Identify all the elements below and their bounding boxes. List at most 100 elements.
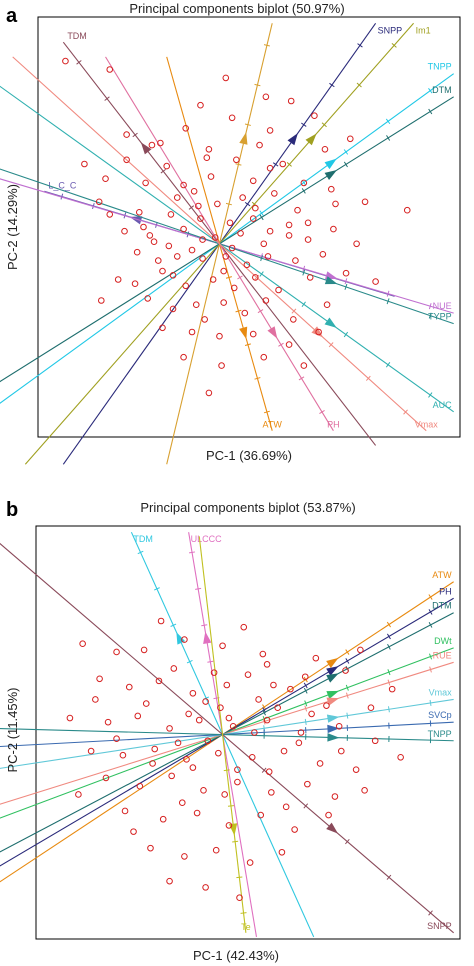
panel-b-point-30 bbox=[183, 756, 190, 763]
panel-b-point-72 bbox=[217, 704, 224, 712]
panel-b-point-32 bbox=[248, 753, 256, 761]
panel-a-point-35 bbox=[121, 227, 128, 235]
panel-a-point-54 bbox=[159, 267, 166, 275]
panel-b-point-11 bbox=[189, 689, 197, 697]
panel-a-vector-label-10: ATW bbox=[263, 420, 283, 430]
panel-b-point-89 bbox=[178, 799, 186, 807]
panel-b-vector-arrow-6 bbox=[326, 697, 340, 706]
panel-a-vector-tick-12 bbox=[291, 308, 297, 314]
panel-a-vector-tick-3 bbox=[343, 161, 348, 168]
panel-b-point-31 bbox=[215, 749, 222, 757]
panel-a-vector-tick-1 bbox=[321, 122, 327, 128]
panel-b-point-83 bbox=[202, 698, 209, 705]
panel-a-point-85 bbox=[211, 234, 219, 241]
panel-a-point-95 bbox=[321, 146, 329, 153]
panel-b-vector-tick-1 bbox=[201, 624, 208, 627]
panel-a-point-71 bbox=[159, 324, 166, 332]
panel-b-point-90 bbox=[337, 747, 345, 755]
panel-b-vector-tick-0 bbox=[137, 550, 144, 555]
panel-b-point-68 bbox=[397, 753, 404, 761]
panel-a-point-3 bbox=[197, 101, 204, 109]
panel-b-vector-tick-1 bbox=[207, 660, 214, 663]
panel-b-point-1 bbox=[113, 648, 120, 656]
panel-a: a Principal components biplot (50.97%) S… bbox=[0, 1, 461, 465]
panel-a-point-13 bbox=[279, 160, 287, 168]
panel-a-point-72 bbox=[188, 328, 196, 336]
panel-a-vector-tick-0 bbox=[272, 162, 279, 167]
panel-a-vector-tick-0 bbox=[329, 82, 335, 88]
panel-a-vector-tick-6 bbox=[225, 202, 232, 206]
panel-a-title: Principal components biplot (50.97%) bbox=[129, 1, 344, 16]
panel-b-vector-tick-6 bbox=[304, 705, 308, 712]
panel-b-point-91 bbox=[301, 673, 309, 681]
panel-a-point-78 bbox=[218, 362, 225, 369]
panel-b-point-43 bbox=[331, 793, 339, 800]
panel-b-point-74 bbox=[282, 803, 290, 811]
panel-a-vector-arrow-8 bbox=[324, 276, 338, 285]
panel-b-vector-tick-3 bbox=[428, 609, 433, 615]
panel-a-vector-tick-1 bbox=[356, 82, 362, 88]
panel-b-point-60 bbox=[274, 704, 281, 712]
panel-b-vector-tick-4 bbox=[262, 709, 266, 716]
panel-a-vector-tick-9 bbox=[343, 331, 349, 338]
panel-b-vector-tick-11 bbox=[227, 805, 234, 807]
panel-b-point-36 bbox=[102, 774, 110, 782]
panel-a-point-26 bbox=[95, 198, 103, 206]
panel-a-vector-tick-9 bbox=[385, 362, 391, 368]
panel-a-vector-tick-4 bbox=[132, 132, 138, 138]
panel-a-vector-label-5: L_C_C bbox=[48, 180, 77, 190]
panel-a-vector-tick-4 bbox=[104, 96, 110, 101]
panel-b-vector-tick-7 bbox=[387, 706, 390, 713]
panel-a-point-88 bbox=[239, 194, 246, 201]
panel-a-point-60 bbox=[306, 274, 314, 281]
panel-a-point-34 bbox=[285, 221, 293, 229]
panel-b-vector-tick-11 bbox=[232, 840, 239, 843]
panel-a-point-17 bbox=[142, 179, 149, 187]
panel-b-point-76 bbox=[130, 828, 137, 835]
panel-a-point-32 bbox=[226, 219, 234, 227]
panel-a-point-103 bbox=[228, 114, 236, 122]
panel-b: b Principal components biplot (53.87%) T… bbox=[0, 499, 461, 963]
panel-b-point-40 bbox=[234, 778, 241, 786]
panel-b-y-axis-label: PC-2 (11.45%) bbox=[5, 687, 20, 772]
panel-b-point-8 bbox=[96, 675, 103, 683]
panel-b-vector-tick-7 bbox=[304, 718, 307, 725]
panel-a-vector-label-12: Vmax bbox=[415, 420, 439, 430]
panel-a-vector-tick-7 bbox=[302, 265, 306, 272]
panel-a-point-62 bbox=[372, 278, 379, 285]
panel-a-point-8 bbox=[148, 141, 156, 149]
panel-a-point-10 bbox=[233, 156, 240, 164]
panel-b-vector-arrow-3 bbox=[326, 666, 339, 676]
panel-a-point-80 bbox=[300, 362, 308, 369]
panel-b-vector-tick-6 bbox=[345, 692, 349, 699]
panel-b-point-71 bbox=[265, 768, 273, 776]
panel-b-point-22 bbox=[229, 723, 237, 730]
panel-b-point-6 bbox=[312, 654, 320, 662]
panel-a-vector-tick-8 bbox=[386, 298, 390, 305]
panel-b-vector-label-4: DTM bbox=[432, 601, 452, 611]
panel-a-vector-tick-10 bbox=[263, 410, 270, 414]
panel-a-vector-tick-9 bbox=[259, 271, 264, 277]
panel-a-point-4 bbox=[262, 93, 270, 101]
panel-b-point-54 bbox=[278, 848, 286, 856]
panel-a-point-9 bbox=[205, 146, 213, 153]
panel-a-vector-tick-3 bbox=[301, 188, 306, 194]
panel-a-vector-arrow-6 bbox=[239, 132, 248, 145]
panel-a-point-75 bbox=[285, 341, 293, 348]
panel-a-point-70 bbox=[323, 301, 331, 309]
panel-a-vector-tick-10 bbox=[254, 377, 261, 380]
panel-a-point-104 bbox=[304, 219, 312, 227]
panel-a-point-96 bbox=[294, 206, 301, 214]
panel-b-vector-arrow-7 bbox=[326, 714, 340, 723]
panel-b-title: Principal components biplot (53.87%) bbox=[140, 500, 355, 515]
panel-b-vector-arrow-8 bbox=[327, 724, 340, 734]
panel-a-point-15 bbox=[81, 160, 88, 168]
panel-a-vector-tick-2 bbox=[385, 118, 391, 125]
panel-b-point-63 bbox=[308, 710, 315, 718]
panel-a-vector-tick-12 bbox=[328, 342, 334, 348]
panel-b-vector-arrow-9 bbox=[327, 733, 340, 742]
panel-b-vector-label-2: ATW bbox=[432, 570, 452, 580]
panel-a-point-1 bbox=[106, 66, 114, 73]
panel-b-point-16 bbox=[367, 704, 375, 712]
